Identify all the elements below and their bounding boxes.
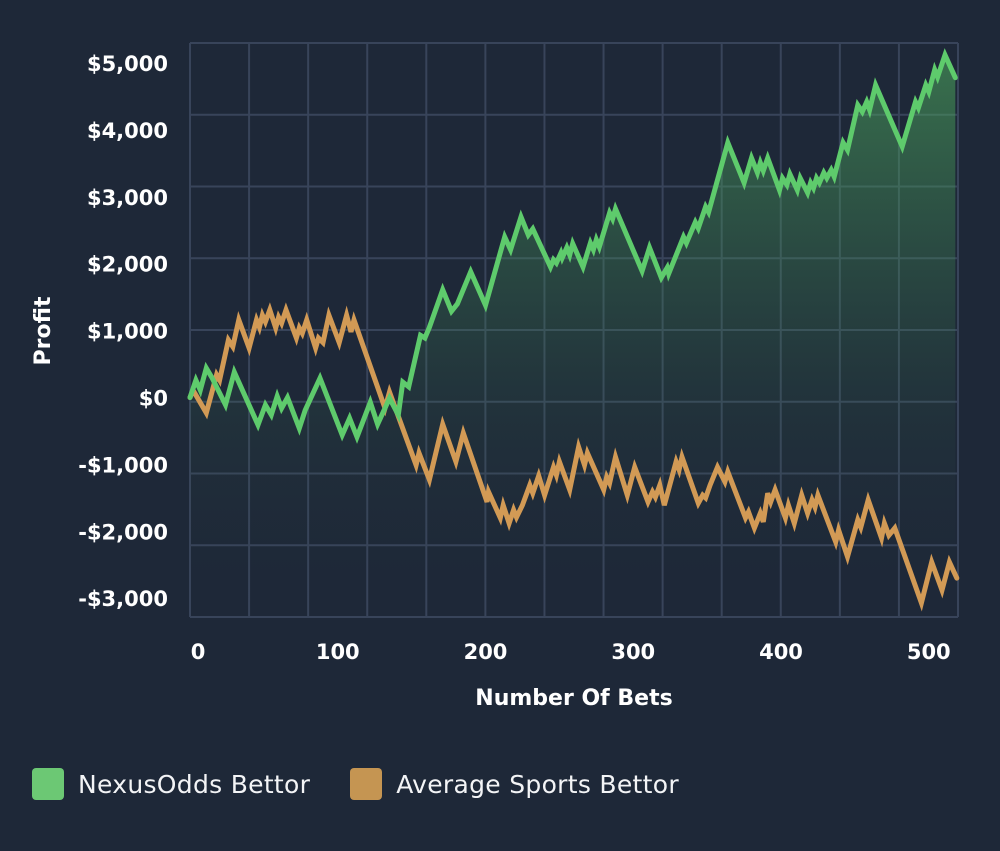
series-lines <box>187 48 960 612</box>
x-axis-ticks: 0 100 200 300 400 500 <box>191 640 951 664</box>
y-axis-title: Profit <box>31 296 56 365</box>
legend-item-nexusodds: NexusOdds Bettor <box>32 768 310 800</box>
x-tick-label: 300 <box>611 640 655 664</box>
series-line-0 <box>187 48 958 444</box>
y-tick-label: $0 <box>139 387 168 411</box>
y-tick-label: $2,000 <box>87 253 168 277</box>
x-axis-title: Number Of Bets <box>475 686 672 711</box>
x-tick-label: 500 <box>907 640 951 664</box>
x-tick-label: 200 <box>464 640 508 664</box>
legend-label: NexusOdds Bettor <box>78 769 311 799</box>
legend-item-average: Average Sports Bettor <box>350 768 679 800</box>
areas <box>190 55 956 617</box>
legend-label: Average Sports Bettor <box>396 769 679 799</box>
x-tick-label: 0 <box>191 640 206 664</box>
y-tick-label: $1,000 <box>87 320 168 344</box>
series-line-1 <box>187 302 960 612</box>
y-tick-label: $4,000 <box>87 119 168 143</box>
y-tick-label: $5,000 <box>87 52 168 76</box>
y-axis-ticks: $5,000 $4,000 $3,000 $2,000 $1,000 $0 -$1,000 -… <box>78 52 168 611</box>
series-area-0 <box>190 55 956 617</box>
y-tick-label: -$3,000 <box>78 587 168 611</box>
y-tick-label: -$2,000 <box>78 520 168 544</box>
x-tick-label: 100 <box>316 640 360 664</box>
y-tick-label: $3,000 <box>87 186 168 210</box>
legend: NexusOdds Bettor Average Sports Bettor <box>32 768 719 800</box>
y-tick-label: -$1,000 <box>78 453 168 477</box>
legend-swatch-green <box>32 768 64 800</box>
x-tick-label: 400 <box>759 640 803 664</box>
legend-swatch-orange <box>350 768 383 800</box>
